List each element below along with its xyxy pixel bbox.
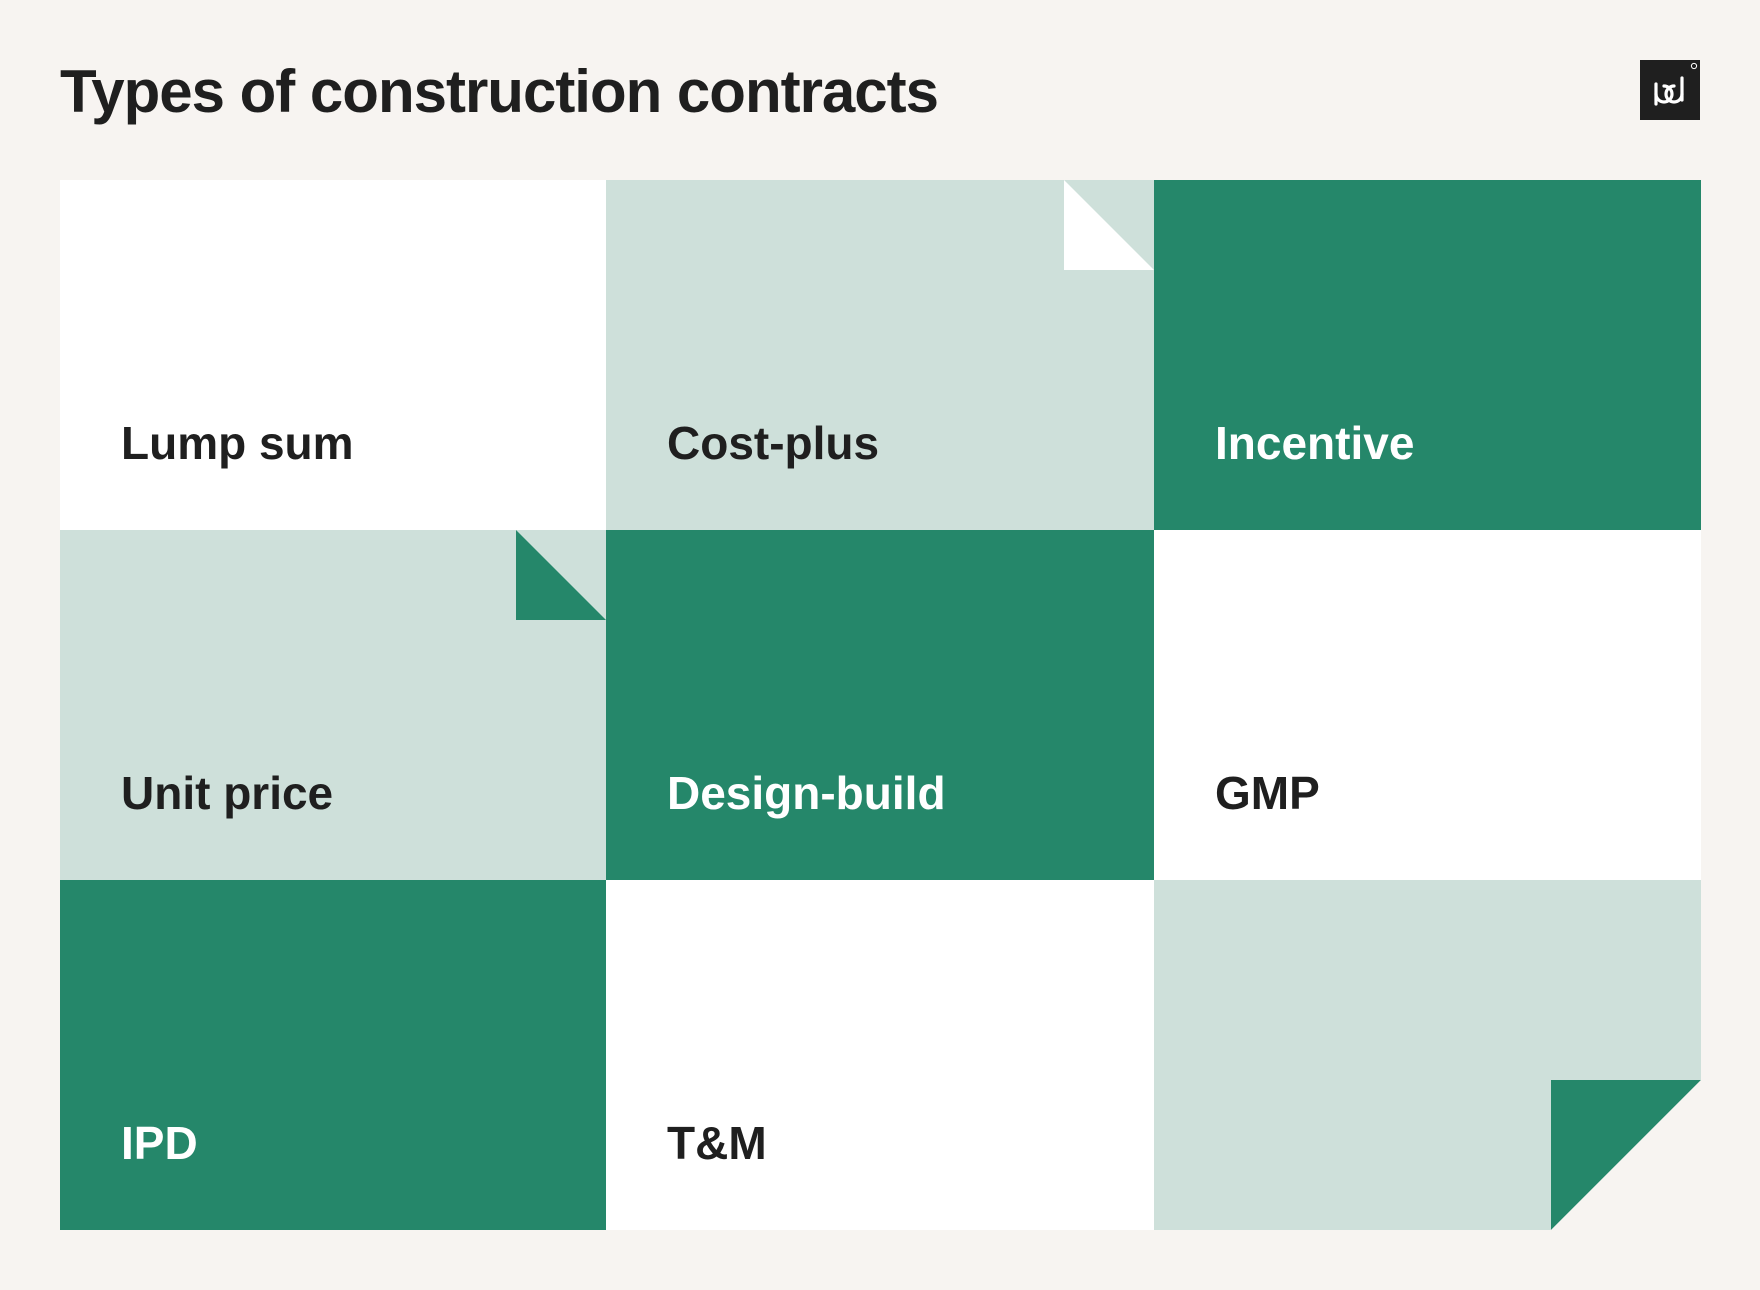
tile-label-cost-plus: Cost-plus <box>667 417 880 469</box>
folded-corner-icon <box>516 530 606 620</box>
tile-blank <box>1154 880 1701 1230</box>
tile-label-unit-price: Unit price <box>121 767 334 819</box>
tile-unit-price: Unit price <box>60 530 606 880</box>
pd-logo-icon <box>1640 60 1700 120</box>
tile-ipd: IPD <box>60 880 606 1230</box>
folded-corner-icon <box>1551 1080 1701 1230</box>
tile-cost-plus: Cost-plus <box>606 180 1154 530</box>
contract-types-grid: Lump sum Cost-plus Incentive Unit price … <box>60 180 1701 1230</box>
tile-label-incentive: Incentive <box>1215 417 1415 469</box>
tile-design-build: Design-build <box>606 530 1154 880</box>
tile-label-t-and-m: T&M <box>667 1117 767 1169</box>
tile-gmp: GMP <box>1154 530 1701 880</box>
tile-t-and-m: T&M <box>606 880 1154 1230</box>
tile-label-design-build: Design-build <box>667 767 946 819</box>
tile-label-gmp: GMP <box>1215 767 1320 819</box>
tile-lump-sum: Lump sum <box>60 180 606 530</box>
page-title: Types of construction contracts <box>60 58 939 125</box>
folded-corner-icon <box>1064 180 1154 270</box>
tile-label-lump-sum: Lump sum <box>121 417 354 469</box>
tile-incentive: Incentive <box>1154 180 1701 530</box>
tile-label-ipd: IPD <box>121 1117 198 1169</box>
